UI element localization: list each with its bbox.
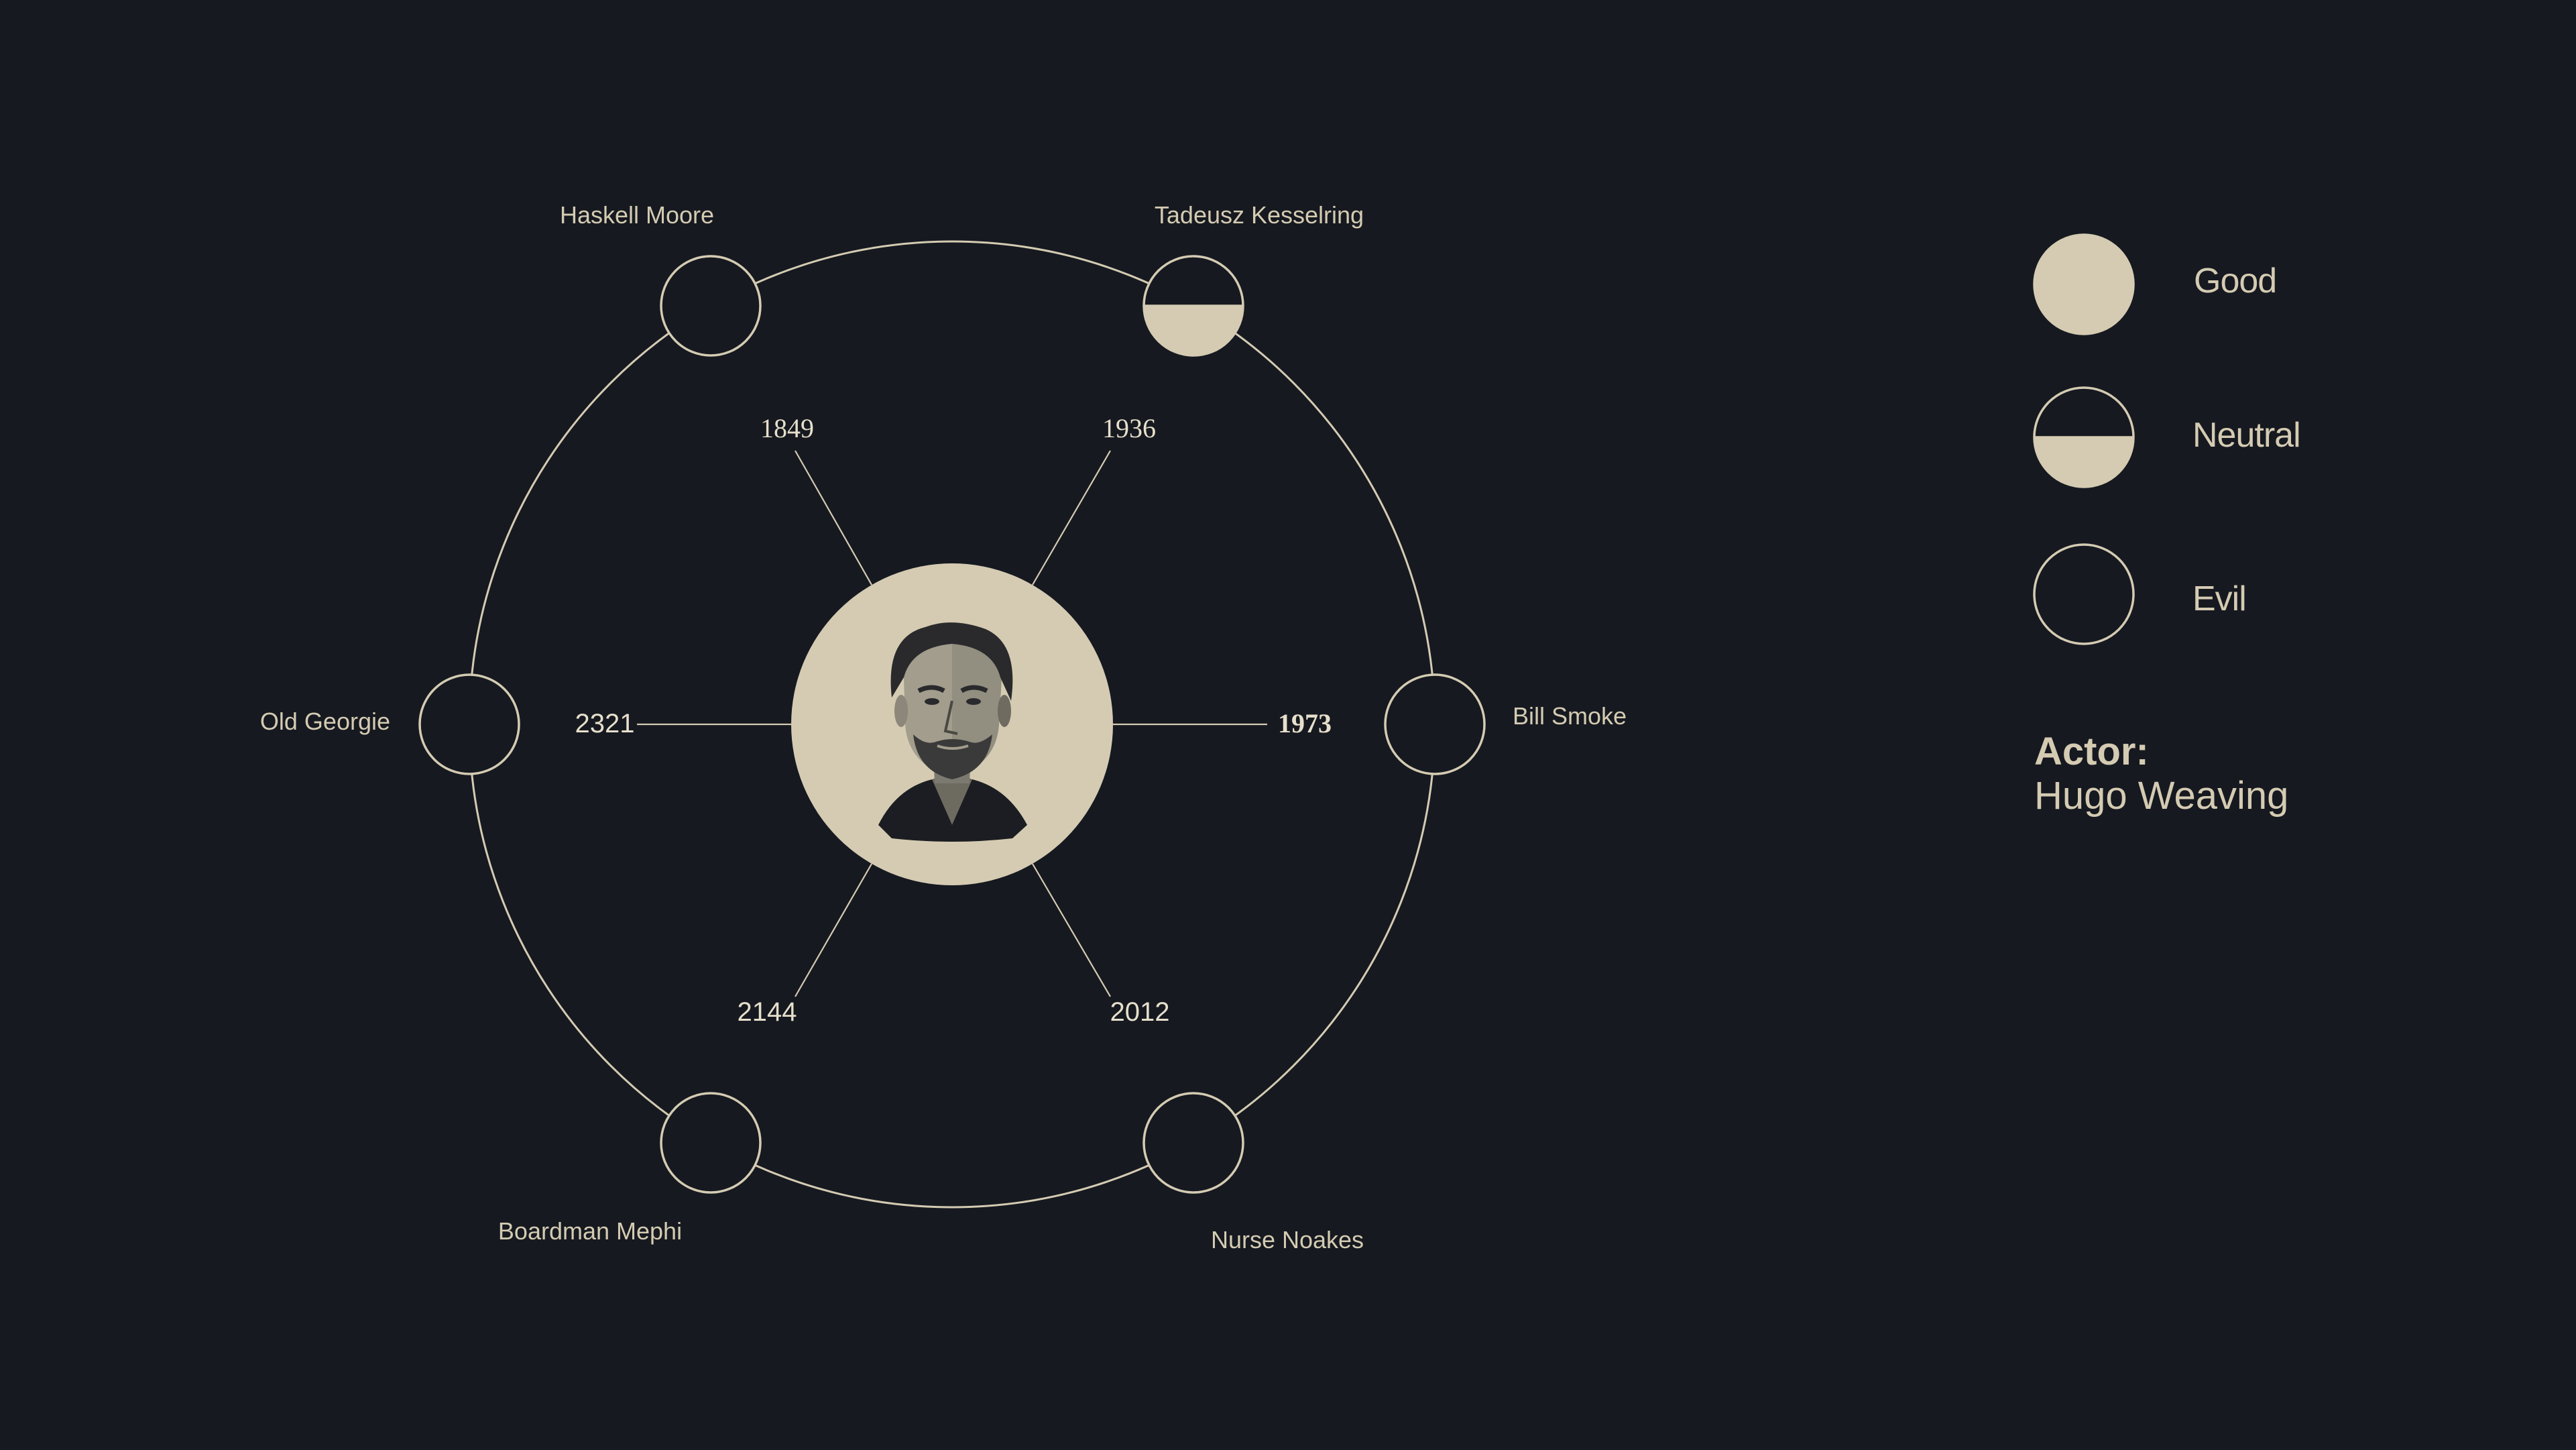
- alignment-good-icon: [2033, 233, 2135, 335]
- legend-neutral-label: Neutral: [2192, 416, 2300, 455]
- character-name: Boardman Mephi: [498, 1217, 682, 1245]
- legend-item-evil: Evil: [2033, 543, 2247, 645]
- alignment-evil-icon: [2033, 543, 2135, 645]
- year-label: 2321: [575, 709, 635, 738]
- legend-evil-label: Evil: [2192, 579, 2246, 618]
- node-tadeusz-kesselring[interactable]: [1143, 255, 1244, 357]
- actor-heading: Actor:: [2034, 730, 2149, 773]
- character-name: Old Georgie: [260, 708, 390, 735]
- node-haskell-moore[interactable]: [660, 255, 762, 357]
- legend: Good Neutral Evil: [2033, 233, 2301, 645]
- year-label: 1973: [1278, 708, 1332, 738]
- year-label: 1849: [760, 413, 814, 443]
- actor-portrait-icon: [878, 622, 1027, 842]
- character-name: Haskell Moore: [560, 201, 714, 229]
- year-label: 1936: [1102, 413, 1156, 443]
- spoke-haskell-moore: [795, 450, 872, 585]
- alignment-neutral-icon: [2034, 437, 2133, 487]
- legend-item-neutral: Neutral: [2033, 386, 2301, 488]
- alignment-evil-icon: [1384, 673, 1486, 775]
- legend-good-label: Good: [2194, 262, 2276, 300]
- legend-item-good: Good: [2033, 233, 2277, 335]
- actor-name: Hugo Weaving: [2034, 774, 2289, 818]
- actor-portrait: [791, 563, 1113, 885]
- year-label: 2144: [738, 997, 797, 1027]
- character-name: Nurse Noakes: [1211, 1226, 1364, 1253]
- node-old-georgie[interactable]: [418, 673, 520, 775]
- alignment-evil-icon: [660, 255, 762, 357]
- alignment-neutral-icon: [1144, 306, 1243, 355]
- spoke-boardman-mephi: [795, 863, 872, 997]
- year-label: 2012: [1110, 997, 1170, 1027]
- spoke-nurse-noakes: [1032, 863, 1111, 997]
- node-nurse-noakes[interactable]: [1143, 1092, 1244, 1194]
- character-name: Bill Smoke: [1513, 702, 1627, 730]
- spoke-tadeusz-kesselring: [1032, 450, 1111, 585]
- node-boardman-mephi[interactable]: [660, 1092, 762, 1194]
- alignment-evil-icon: [660, 1092, 762, 1194]
- alignment-evil-icon: [418, 673, 520, 775]
- alignment-evil-icon: [1143, 1092, 1244, 1194]
- character-name: Tadeusz Kesselring: [1155, 201, 1364, 229]
- node-bill-smoke[interactable]: [1384, 673, 1486, 775]
